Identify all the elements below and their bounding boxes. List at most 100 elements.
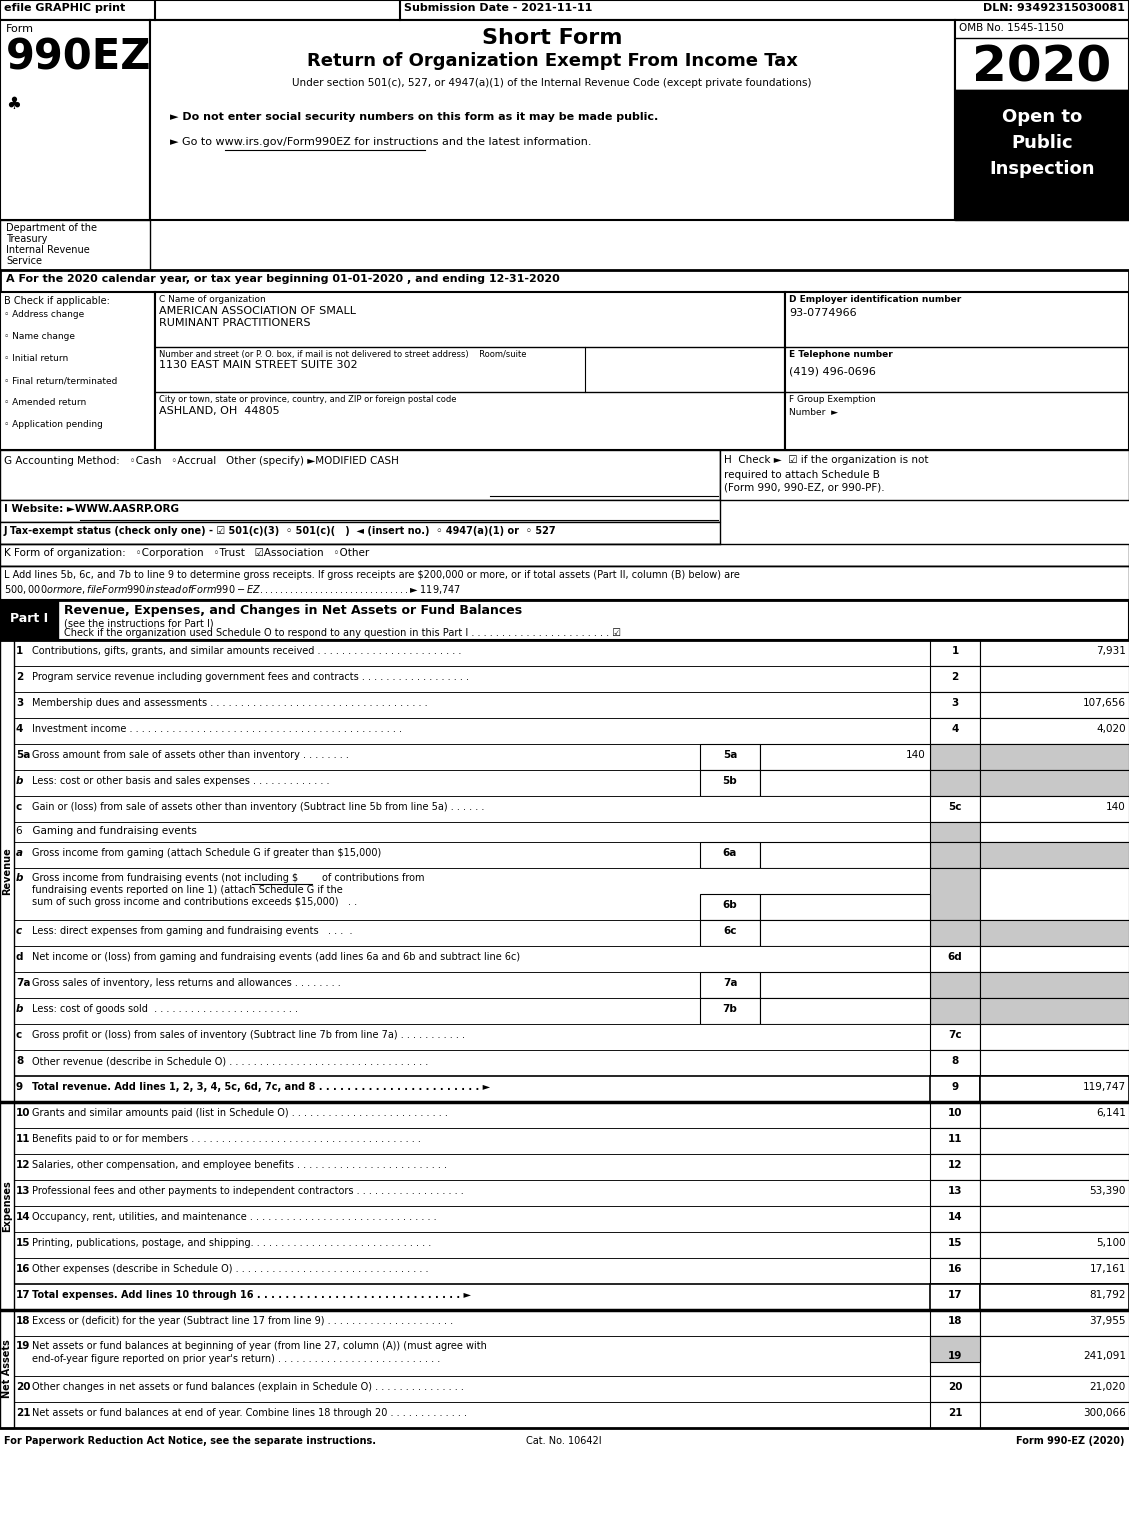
Bar (930, 1206, 980, 1232)
Text: Net assets or fund balances at end of year. Combine lines 18 through 20 . . . . : Net assets or fund balances at end of ye… (32, 1408, 467, 1418)
Text: 21: 21 (16, 1408, 30, 1418)
Bar (760, 770, 930, 796)
Text: Contributions, gifts, grants, and similar amounts received . . . . . . . . . . .: Contributions, gifts, grants, and simila… (32, 647, 462, 656)
Text: ◦ Initial return: ◦ Initial return (5, 354, 68, 363)
Bar (980, 1154, 1129, 1180)
Text: OMB No. 1545-1150: OMB No. 1545-1150 (959, 23, 1064, 34)
Text: 16: 16 (947, 1264, 962, 1273)
Text: Membership dues and assessments . . . . . . . . . . . . . . . . . . . . . . . . : Membership dues and assessments . . . . … (32, 698, 428, 708)
Text: Net Assets: Net Assets (2, 1339, 12, 1398)
Text: Revenue, Expenses, and Changes in Net Assets or Fund Balances: Revenue, Expenses, and Changes in Net As… (64, 604, 522, 618)
Bar (0, 0, 1129, 20)
Text: (Form 990, 990-EZ, or 990-PF).: (Form 990, 990-EZ, or 990-PF). (724, 483, 885, 493)
Text: 18: 18 (16, 1316, 30, 1327)
Bar (930, 1310, 980, 1336)
Text: 12: 12 (947, 1161, 962, 1170)
Text: 14: 14 (16, 1212, 30, 1222)
Text: Program service revenue including government fees and contracts . . . . . . . . : Program service revenue including govern… (32, 673, 469, 682)
Text: 15: 15 (16, 1238, 30, 1247)
Text: Other revenue (describe in Schedule O) . . . . . . . . . . . . . . . . . . . . .: Other revenue (describe in Schedule O) .… (32, 1055, 428, 1066)
Text: 21,020: 21,020 (1089, 1382, 1126, 1392)
Bar (980, 971, 1129, 997)
Bar (980, 1284, 1129, 1310)
Bar (0, 450, 720, 500)
Text: Net income or (loss) from gaming and fundraising events (add lines 6a and 6b and: Net income or (loss) from gaming and fun… (32, 952, 520, 962)
Text: of contributions from: of contributions from (322, 872, 425, 883)
Text: RUMINANT PRACTITIONERS: RUMINANT PRACTITIONERS (159, 319, 310, 328)
Text: For Paperwork Reduction Act Notice, see the separate instructions.: For Paperwork Reduction Act Notice, see … (5, 1437, 376, 1446)
Bar (760, 894, 930, 920)
Bar (760, 920, 930, 946)
Text: 5b: 5b (723, 776, 737, 785)
Text: 17: 17 (947, 1290, 962, 1299)
Text: ◦ Final return/terminated: ◦ Final return/terminated (5, 377, 117, 384)
Text: Gross amount from sale of assets other than inventory . . . . . . . .: Gross amount from sale of assets other t… (32, 750, 349, 759)
Bar (980, 868, 1129, 920)
Bar (0, 1023, 1129, 1051)
Text: 7b: 7b (723, 1003, 737, 1014)
Text: 8: 8 (952, 1055, 959, 1066)
Bar (955, 20, 1129, 220)
Text: Form: Form (6, 24, 34, 34)
Bar (980, 997, 1129, 1023)
Text: ◦ Application pending: ◦ Application pending (5, 419, 103, 429)
Bar (700, 997, 760, 1023)
Bar (760, 744, 930, 770)
Text: fundraising events reported on line 1) (attach Schedule G if the: fundraising events reported on line 1) (… (32, 884, 343, 895)
Text: Gross income from gaming (attach Schedule G if greater than $15,000): Gross income from gaming (attach Schedul… (32, 848, 382, 859)
Bar (0, 500, 720, 522)
Bar (930, 770, 980, 796)
Bar (980, 1258, 1129, 1284)
Bar (0, 1128, 1129, 1154)
Bar (0, 1401, 1129, 1427)
Bar (0, 1103, 1129, 1128)
Bar (0, 1103, 14, 1310)
Bar (930, 796, 980, 822)
Text: 6b: 6b (723, 900, 737, 910)
Text: Gross income from fundraising events (not including $: Gross income from fundraising events (no… (32, 872, 298, 883)
Text: b: b (16, 872, 24, 883)
Text: 6c: 6c (724, 926, 737, 936)
Bar (980, 1180, 1129, 1206)
Text: 21: 21 (947, 1408, 962, 1418)
Text: 53,390: 53,390 (1089, 1186, 1126, 1196)
Text: Short Form: Short Form (482, 27, 622, 47)
Text: 6,141: 6,141 (1096, 1109, 1126, 1118)
Text: ♣: ♣ (6, 95, 20, 113)
Text: 15: 15 (947, 1238, 962, 1247)
Bar (0, 796, 1129, 822)
Text: E Telephone number: E Telephone number (789, 351, 893, 358)
Text: F Group Exemption: F Group Exemption (789, 395, 876, 404)
Bar (980, 1051, 1129, 1077)
Text: 1130 EAST MAIN STREET SUITE 302: 1130 EAST MAIN STREET SUITE 302 (159, 360, 358, 371)
Text: C Name of organization: C Name of organization (159, 294, 265, 303)
Bar (0, 842, 1129, 868)
Text: 3: 3 (16, 698, 24, 708)
Bar (150, 20, 955, 220)
Text: 119,747: 119,747 (1083, 1083, 1126, 1092)
Text: 4: 4 (952, 724, 959, 734)
Text: 9: 9 (16, 1083, 23, 1092)
Text: Revenue: Revenue (2, 846, 12, 895)
Bar (0, 1051, 1129, 1077)
Text: (419) 496-0696: (419) 496-0696 (789, 366, 876, 377)
Text: A For the 2020 calendar year, or tax year beginning 01-01-2020 , and ending 12-3: A For the 2020 calendar year, or tax yea… (6, 274, 560, 284)
Text: 81,792: 81,792 (1089, 1290, 1126, 1299)
Text: H  Check ►  ☑ if the organization is not: H Check ► ☑ if the organization is not (724, 454, 928, 465)
Text: 2: 2 (16, 673, 24, 682)
Text: Department of the: Department of the (6, 223, 97, 233)
Text: Grants and similar amounts paid (list in Schedule O) . . . . . . . . . . . . . .: Grants and similar amounts paid (list in… (32, 1109, 448, 1118)
Text: 4: 4 (16, 724, 24, 734)
Text: G Accounting Method:   ◦Cash   ◦Accrual   Other (specify) ►MODIFIED CASH: G Accounting Method: ◦Cash ◦Accrual Othe… (5, 456, 399, 467)
Text: 20: 20 (16, 1382, 30, 1392)
Bar (700, 920, 760, 946)
Text: 37,955: 37,955 (1089, 1316, 1126, 1327)
Bar (930, 640, 980, 666)
Bar (0, 1310, 1129, 1336)
Bar (785, 291, 1129, 450)
Text: K Form of organization:   ◦Corporation   ◦Trust   ☑Association   ◦Other: K Form of organization: ◦Corporation ◦Tr… (5, 547, 369, 558)
Bar (0, 868, 1129, 920)
Text: 140: 140 (907, 750, 926, 759)
Text: Public: Public (1012, 134, 1073, 152)
Text: Number  ►: Number ► (789, 409, 838, 416)
